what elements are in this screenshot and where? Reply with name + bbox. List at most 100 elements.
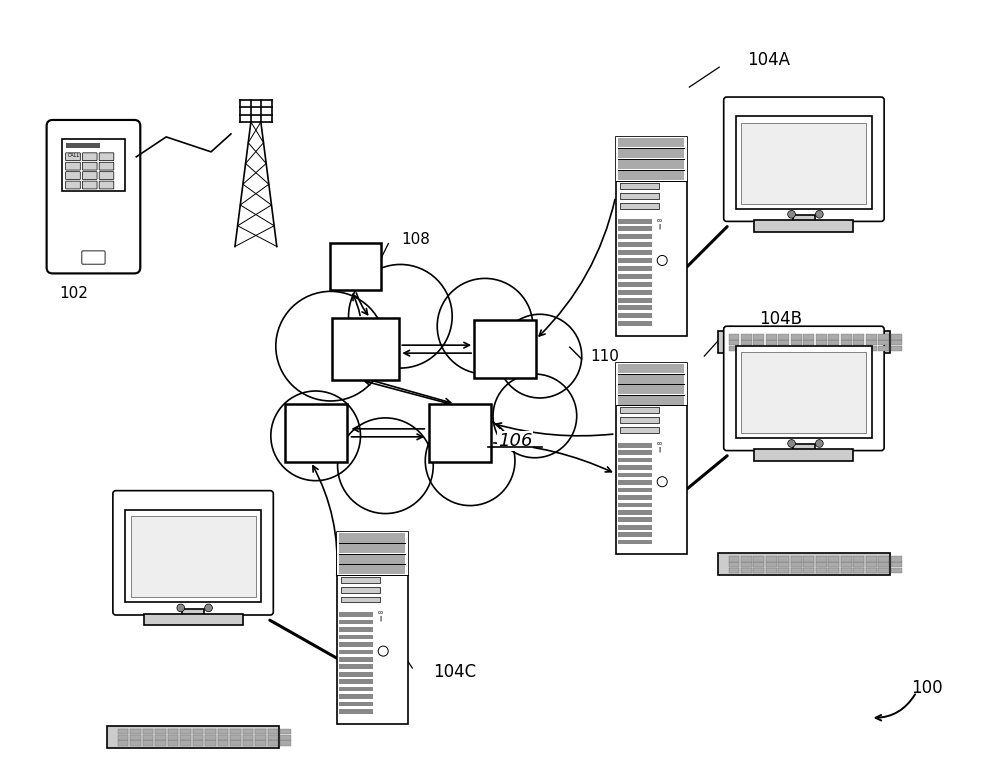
Bar [754, 449, 853, 461]
Bar [618, 282, 652, 287]
Bar [618, 242, 652, 248]
Circle shape [271, 391, 360, 480]
Bar [618, 540, 652, 544]
Bar [205, 729, 216, 734]
Text: oo
||: oo || [657, 218, 663, 235]
Bar [62, 139, 125, 191]
Bar [878, 568, 889, 573]
Bar [753, 346, 764, 351]
Bar [268, 729, 278, 734]
Bar [753, 562, 764, 568]
Bar [218, 740, 228, 746]
Bar [618, 313, 652, 319]
Bar [230, 735, 241, 740]
Bar [337, 533, 408, 575]
Bar [791, 568, 802, 573]
Bar [736, 346, 872, 437]
Text: 104A: 104A [748, 52, 791, 70]
Bar [130, 740, 141, 746]
Bar [330, 243, 381, 291]
Bar [766, 562, 777, 568]
Circle shape [338, 418, 433, 514]
Bar [168, 740, 178, 746]
Bar [205, 740, 216, 746]
Bar [729, 334, 739, 340]
Bar [878, 340, 889, 345]
Bar [778, 562, 789, 568]
Bar [803, 562, 814, 568]
Bar [741, 557, 752, 562]
Bar [803, 340, 814, 345]
Bar [741, 562, 752, 568]
FancyBboxPatch shape [66, 181, 80, 189]
Bar [766, 568, 777, 573]
Bar [144, 614, 243, 625]
FancyBboxPatch shape [99, 162, 114, 170]
Bar [618, 305, 652, 310]
Bar [729, 340, 739, 345]
Bar [130, 729, 141, 734]
Bar [866, 340, 877, 345]
Text: 104C: 104C [434, 663, 477, 681]
Bar [118, 740, 128, 746]
Text: CALL:: CALL: [67, 153, 81, 158]
Bar [341, 597, 380, 602]
Bar [878, 562, 889, 568]
Bar [339, 544, 405, 553]
Bar [429, 404, 491, 462]
FancyBboxPatch shape [82, 181, 97, 189]
Bar [155, 735, 166, 740]
Bar [339, 533, 405, 543]
Bar [618, 374, 684, 383]
Bar [878, 557, 889, 562]
Bar [816, 340, 827, 345]
Bar [339, 635, 373, 640]
Bar [618, 495, 652, 500]
Bar [778, 346, 789, 351]
Bar [793, 215, 815, 222]
Circle shape [788, 210, 795, 218]
Bar [853, 340, 864, 345]
Bar [616, 363, 687, 405]
Bar [218, 729, 228, 734]
Text: oo
||: oo || [657, 440, 663, 458]
Bar [332, 319, 399, 380]
Bar [853, 568, 864, 573]
Bar [118, 729, 128, 734]
Bar [118, 735, 128, 740]
Bar [618, 266, 652, 271]
Bar [791, 334, 802, 340]
Bar [230, 740, 241, 746]
Bar [891, 562, 902, 568]
Bar [618, 148, 684, 159]
Bar [816, 346, 827, 351]
Bar [339, 657, 373, 662]
Bar [729, 557, 739, 562]
Bar [891, 346, 902, 351]
Bar [753, 557, 764, 562]
Bar [816, 334, 827, 340]
FancyBboxPatch shape [99, 172, 114, 180]
Circle shape [177, 604, 185, 612]
Bar [339, 709, 373, 714]
Circle shape [815, 440, 823, 448]
Bar [754, 220, 853, 232]
Bar [230, 729, 241, 734]
Bar [618, 290, 652, 294]
Bar [853, 557, 864, 562]
Bar [143, 729, 153, 734]
Bar [66, 143, 100, 148]
Bar [218, 735, 228, 740]
Bar [891, 557, 902, 562]
Circle shape [815, 210, 823, 218]
Bar [143, 740, 153, 746]
Bar [741, 340, 752, 345]
Bar [618, 510, 652, 515]
Circle shape [657, 255, 667, 266]
Bar [616, 137, 687, 336]
Bar [155, 740, 166, 746]
Text: 102: 102 [59, 287, 88, 301]
Text: 100: 100 [911, 679, 942, 697]
Bar [816, 568, 827, 573]
Bar [339, 665, 373, 669]
